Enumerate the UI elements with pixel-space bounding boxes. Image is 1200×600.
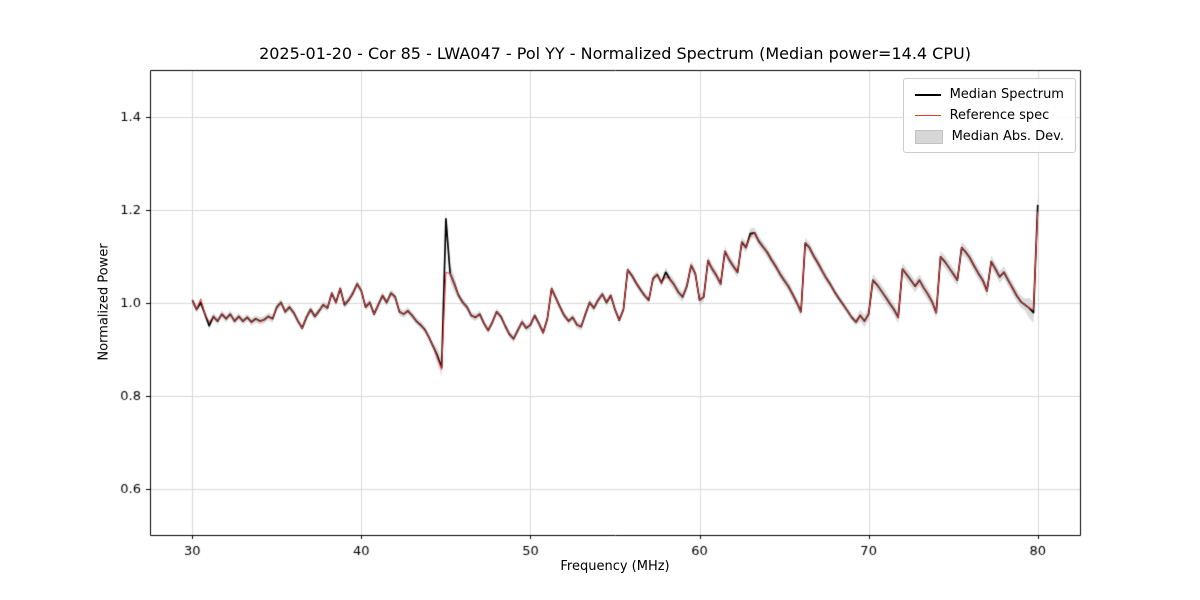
legend-label-median: Median Spectrum [949,87,1064,102]
legend: Median Spectrum Reference spec Median Ab… [902,78,1076,153]
chart-title: 2025-01-20 - Cor 85 - LWA047 - Pol YY - … [259,44,971,63]
reference-line-swatch [914,115,941,116]
legend-item-median: Median Spectrum [914,87,1064,102]
mad-band-swatch [914,129,943,144]
median-line-swatch [914,93,941,96]
legend-item-mad: Median Abs. Dev. [914,129,1064,144]
x-axis-label: Frequency (MHz) [560,559,670,574]
legend-label-mad: Median Abs. Dev. [951,129,1064,144]
legend-item-reference: Reference spec [914,108,1064,123]
y-axis-label: Normalized Power [96,243,112,361]
legend-label-reference: Reference spec [949,108,1050,123]
